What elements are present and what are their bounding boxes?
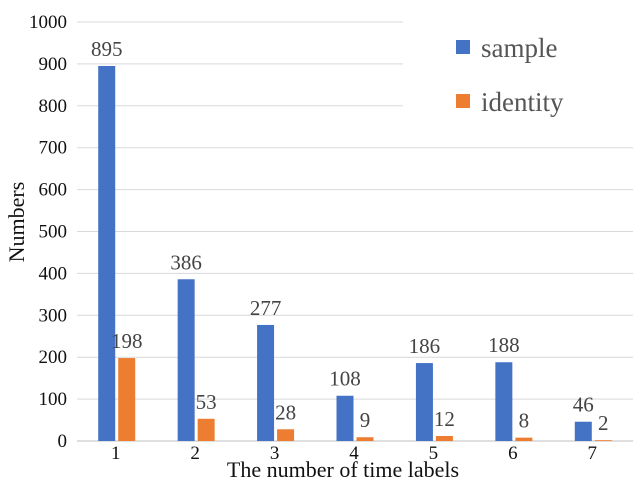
x-tick-label: 3: [270, 443, 280, 464]
bar-identity-2: [197, 418, 215, 441]
data-label-sample-4: 108: [329, 367, 361, 391]
bar-identity-1: [118, 358, 136, 441]
bar-sample-5: [415, 363, 433, 441]
bars: [98, 65, 612, 442]
y-tick-label: 500: [39, 222, 68, 243]
data-label-sample-1: 895: [91, 37, 123, 61]
bar-sample-1: [98, 65, 116, 442]
x-tick-label: 4: [349, 443, 359, 464]
bar-sample-4: [336, 395, 354, 441]
data-label-identity-2: 53: [196, 390, 217, 414]
y-tick-label: 100: [39, 389, 68, 410]
bar-identity-7: [594, 440, 612, 441]
bar-identity-4: [356, 437, 374, 441]
data-label-identity-4: 9: [360, 408, 371, 432]
data-label-sample-3: 277: [250, 296, 282, 320]
y-tick-label: 800: [39, 96, 68, 117]
y-tick-label: 400: [39, 263, 68, 284]
bar-identity-5: [435, 435, 453, 441]
legend-background: [403, 18, 637, 118]
y-axis-title: Numbers: [4, 182, 29, 263]
y-tick-label: 300: [39, 305, 68, 326]
bar-identity-6: [515, 437, 533, 441]
data-label-identity-6: 8: [519, 409, 530, 433]
data-label-sample-7: 46: [573, 393, 594, 417]
data-label-identity-1: 198: [111, 329, 143, 353]
legend-swatch-sample: [456, 40, 470, 54]
data-label-sample-2: 386: [170, 250, 202, 274]
legend: sample identity: [456, 33, 564, 117]
x-tick-label: 1: [111, 443, 121, 464]
x-tick-label: 5: [429, 443, 439, 464]
x-axis-title: The number of time labels: [227, 457, 459, 482]
legend-swatch-identity: [456, 94, 470, 108]
data-label-sample-6: 188: [488, 333, 520, 357]
data-labels: 895 198 386 53 277 28 108 9 186 12 188 8 462: [91, 37, 609, 435]
y-tick-label: 900: [39, 54, 68, 75]
x-tick-label: 6: [508, 443, 518, 464]
y-tick-label: 700: [39, 138, 68, 159]
bar-sample-7: [574, 421, 592, 441]
y-tick-label: 600: [39, 180, 68, 201]
legend-label-identity: identity: [481, 87, 564, 117]
data-label-sample-5: 186: [409, 334, 441, 358]
x-axis-ticks: 1 2 3 4 5 6 7: [111, 443, 597, 464]
bar-identity-3: [277, 429, 295, 441]
bar-sample-6: [495, 362, 513, 441]
data-label-identity-7: 2: [598, 411, 609, 435]
legend-label-sample: sample: [481, 33, 557, 63]
data-label-identity-3: 28: [275, 400, 296, 424]
y-tick-label: 1000: [29, 12, 67, 33]
y-tick-label: 0: [58, 431, 68, 452]
data-label-identity-5: 12: [434, 407, 455, 431]
bar-sample-2: [177, 279, 195, 441]
y-tick-label: 200: [39, 347, 68, 368]
x-tick-label: 7: [588, 443, 598, 464]
bar-sample-3: [257, 324, 275, 441]
x-tick-label: 2: [190, 443, 200, 464]
y-axis-ticks: 0 100 200 300 400 500 600 700 800 900 1000: [29, 12, 67, 452]
